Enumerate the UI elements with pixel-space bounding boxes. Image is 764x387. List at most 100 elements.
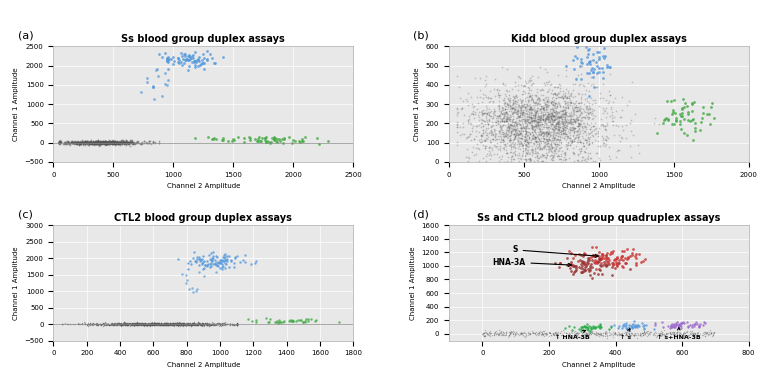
Point: [151, 321, 163, 327]
Point: [502, 121, 514, 127]
Point: [182, 321, 194, 327]
Point: [523, 156, 536, 162]
Point: [85, 140, 97, 147]
Point: [581, 259, 593, 265]
Point: [549, 122, 561, 128]
Point: [552, 90, 564, 96]
Point: [470, 145, 482, 151]
Point: [583, 70, 595, 77]
Point: [495, 134, 507, 140]
Point: [508, 141, 520, 147]
Point: [580, 140, 592, 146]
Point: [511, 125, 523, 131]
Point: [113, 140, 125, 146]
Point: [571, 258, 584, 264]
Point: [502, 131, 514, 137]
Point: [549, 260, 562, 266]
Point: [121, 322, 134, 328]
Point: [196, 260, 209, 266]
Point: [100, 141, 112, 147]
Point: [143, 321, 155, 327]
Point: [133, 321, 145, 327]
Point: [162, 58, 174, 65]
Point: [529, 154, 542, 160]
Point: [518, 118, 530, 124]
Point: [506, 105, 518, 111]
Point: [616, 252, 628, 259]
Point: [219, 321, 231, 327]
Point: [138, 321, 150, 327]
Point: [535, 159, 547, 165]
Point: [545, 110, 558, 116]
Point: [537, 331, 549, 337]
Point: [523, 151, 535, 157]
Point: [575, 260, 588, 267]
Point: [231, 321, 243, 327]
Point: [107, 138, 119, 144]
Point: [126, 321, 138, 327]
Point: [556, 147, 568, 154]
Point: [492, 332, 504, 338]
Point: [161, 321, 173, 327]
Point: [522, 103, 534, 109]
Point: [60, 138, 73, 144]
Point: [508, 126, 520, 132]
Point: [510, 122, 522, 128]
Point: [586, 115, 598, 122]
Point: [105, 139, 117, 145]
Point: [538, 132, 550, 139]
Point: [659, 331, 672, 337]
Point: [597, 332, 610, 338]
Point: [541, 139, 553, 146]
Point: [523, 114, 535, 120]
Point: [113, 322, 125, 328]
Point: [570, 264, 582, 271]
Point: [585, 253, 597, 260]
Point: [525, 103, 537, 109]
Point: [526, 129, 539, 135]
Point: [629, 323, 641, 329]
Point: [567, 271, 579, 277]
Point: [219, 321, 231, 327]
Point: [636, 330, 648, 337]
Point: [166, 322, 178, 328]
Point: [483, 112, 495, 118]
Point: [65, 139, 77, 146]
Point: [70, 141, 83, 147]
Point: [510, 94, 523, 100]
Point: [546, 99, 558, 105]
Point: [114, 139, 126, 145]
Point: [83, 139, 95, 145]
Point: [518, 139, 530, 146]
Point: [503, 331, 516, 337]
Point: [690, 319, 702, 325]
Point: [516, 331, 528, 337]
Point: [544, 118, 556, 124]
Point: [134, 321, 146, 327]
Point: [171, 322, 183, 328]
Point: [128, 320, 141, 326]
Point: [148, 319, 160, 325]
Point: [106, 140, 118, 147]
Point: [482, 121, 494, 127]
Point: [584, 61, 596, 67]
Point: [553, 129, 565, 135]
Point: [523, 140, 535, 146]
Point: [135, 89, 147, 95]
Point: [566, 100, 578, 106]
Point: [559, 119, 571, 125]
Point: [105, 321, 118, 327]
Point: [484, 95, 496, 101]
Point: [500, 116, 512, 123]
Point: [121, 139, 134, 146]
Point: [566, 113, 578, 120]
Point: [552, 94, 565, 100]
Point: [79, 138, 92, 144]
Point: [208, 135, 220, 141]
Point: [500, 127, 513, 134]
Point: [529, 126, 542, 132]
Point: [625, 117, 637, 123]
Point: [82, 320, 94, 326]
Point: [504, 142, 516, 148]
Point: [101, 140, 113, 146]
